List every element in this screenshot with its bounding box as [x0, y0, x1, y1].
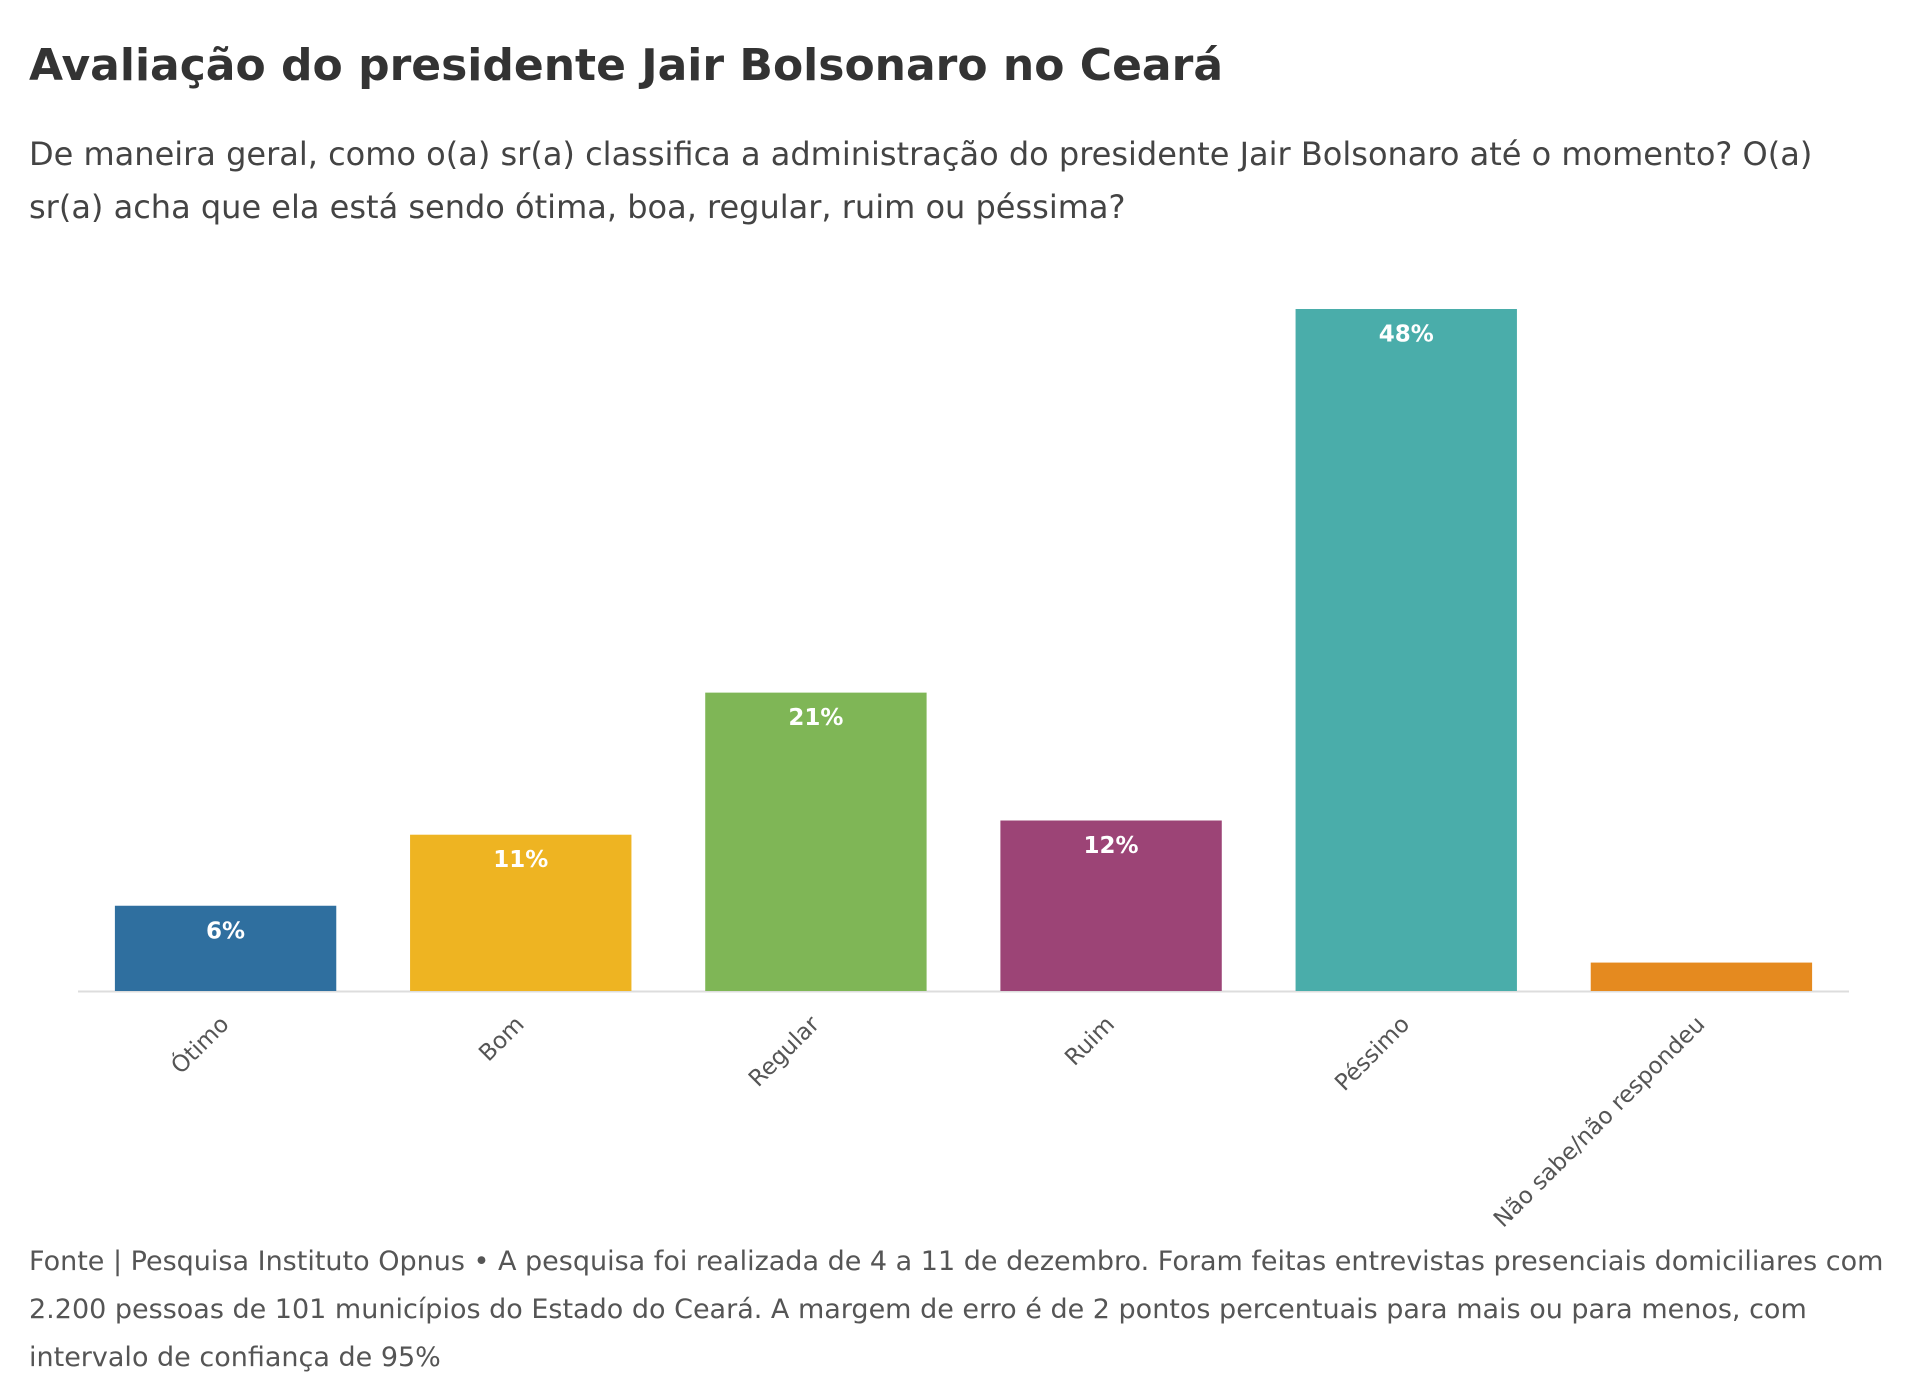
- value-label: 21%: [788, 705, 843, 731]
- chart-subtitle: De maneira geral, como o(a) sr(a) classi…: [29, 135, 1813, 226]
- value-label: 11%: [493, 847, 548, 873]
- x-tick-label: Bom: [474, 1011, 529, 1066]
- x-tick-label: Péssimo: [1330, 1011, 1415, 1096]
- bar: [1000, 820, 1222, 991]
- value-label: 48%: [1379, 322, 1434, 348]
- bar: [1590, 962, 1813, 991]
- x-tick-label: Regular: [744, 1011, 825, 1092]
- value-label: 12%: [1084, 833, 1139, 859]
- x-tick-label: Ruim: [1060, 1011, 1120, 1071]
- x-tick-label: Ótimo: [165, 1010, 234, 1079]
- chart: 6% Ótimo 11% Bom 21% Regular 12% Ruim 48% Péssimo…: [78, 309, 1849, 1230]
- footnote: Fonte | Pesquisa Instituto Opnus • A pes…: [29, 1246, 1884, 1373]
- bar: [114, 905, 337, 991]
- value-label: 6%: [206, 918, 245, 944]
- bar: [410, 834, 632, 991]
- chart-title: Avaliação do presidente Jair Bolsonaro n…: [29, 40, 1224, 91]
- bar: [1295, 309, 1517, 991]
- bar: [705, 692, 927, 991]
- x-tick-label: Não sabe/não respondeu: [1489, 1011, 1710, 1230]
